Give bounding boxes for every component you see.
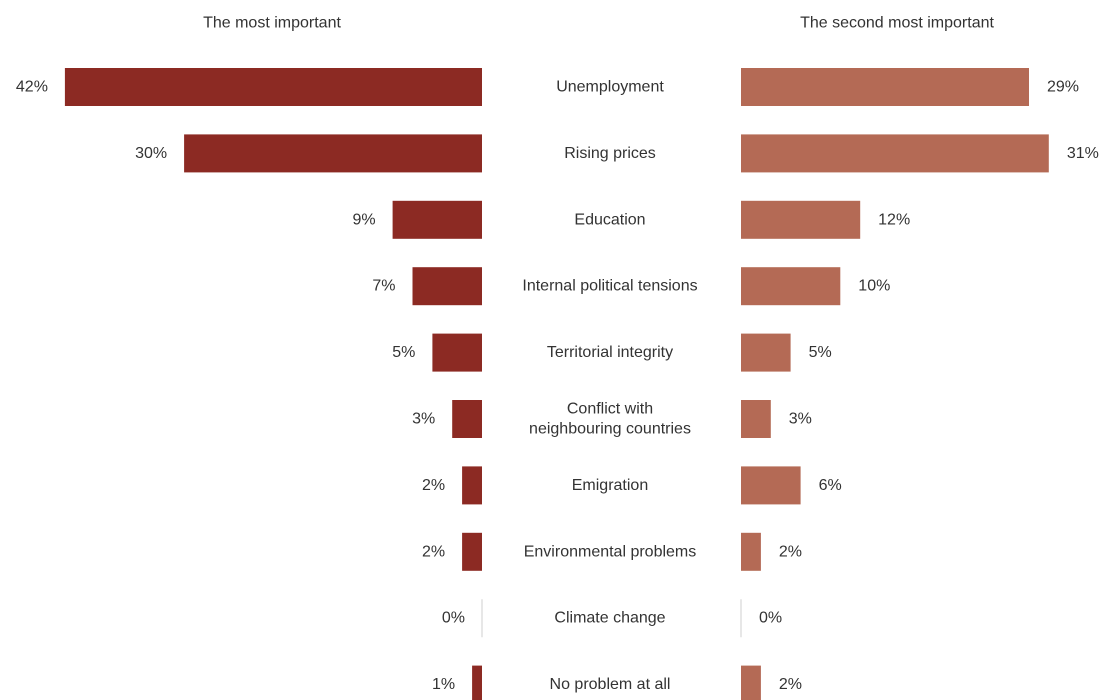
bar-second-most-important (741, 466, 801, 505)
series-header-second-most-important: The second most important (800, 15, 994, 32)
category-label: Internal political tensions (522, 278, 697, 295)
value-label-second-most-important: 3% (789, 411, 812, 428)
category-label: Conflict with (567, 401, 653, 418)
value-label-second-most-important: 6% (819, 477, 842, 494)
value-label-second-most-important: 31% (1067, 145, 1099, 162)
bar-most-important (432, 333, 482, 372)
bar-second-most-important (741, 333, 791, 372)
value-label-second-most-important: 0% (759, 610, 782, 627)
value-label-second-most-important: 10% (858, 278, 890, 295)
category-label: neighbouring countries (529, 421, 691, 438)
category-label: Rising prices (564, 145, 656, 162)
bar-second-most-important (741, 400, 771, 438)
bar-second-most-important (741, 68, 1029, 106)
category-label: No problem at all (550, 676, 671, 693)
value-label-most-important: 0% (442, 610, 465, 627)
bar-most-important (472, 665, 482, 700)
value-label-second-most-important: 12% (878, 211, 910, 228)
bar-second-most-important (741, 134, 1049, 173)
value-label-most-important: 7% (372, 278, 395, 295)
value-label-most-important: 30% (135, 145, 167, 162)
value-label-most-important: 2% (422, 477, 445, 494)
bar-most-important (412, 267, 482, 306)
value-label-most-important: 9% (353, 211, 376, 228)
bar-most-important (462, 532, 482, 571)
bar-most-important (64, 68, 483, 106)
bar-second-most-important (741, 665, 761, 700)
value-label-most-important: 3% (412, 411, 435, 428)
value-label-most-important: 1% (432, 676, 455, 693)
category-label: Territorial integrity (547, 344, 673, 361)
category-label: Education (574, 211, 645, 228)
value-label-most-important: 5% (392, 344, 415, 361)
category-label: Climate change (554, 610, 665, 627)
value-label-second-most-important: 29% (1047, 79, 1079, 96)
category-label: Environmental problems (524, 543, 697, 560)
category-label: Unemployment (556, 79, 664, 96)
bar-second-most-important (741, 267, 841, 306)
bar-second-most-important (741, 532, 761, 571)
value-label-second-most-important: 5% (809, 344, 832, 361)
value-label-second-most-important: 2% (779, 676, 802, 693)
bar-most-important (462, 466, 482, 505)
bar-most-important (452, 400, 482, 438)
bar-most-important (184, 134, 482, 173)
bar-most-important (392, 200, 482, 239)
bar-second-most-important (741, 200, 861, 239)
value-label-most-important: 2% (422, 543, 445, 560)
category-label: Emigration (572, 477, 648, 494)
series-header-most-important: The most important (203, 15, 341, 32)
value-label-second-most-important: 2% (779, 543, 802, 560)
value-label-most-important: 42% (16, 79, 48, 96)
